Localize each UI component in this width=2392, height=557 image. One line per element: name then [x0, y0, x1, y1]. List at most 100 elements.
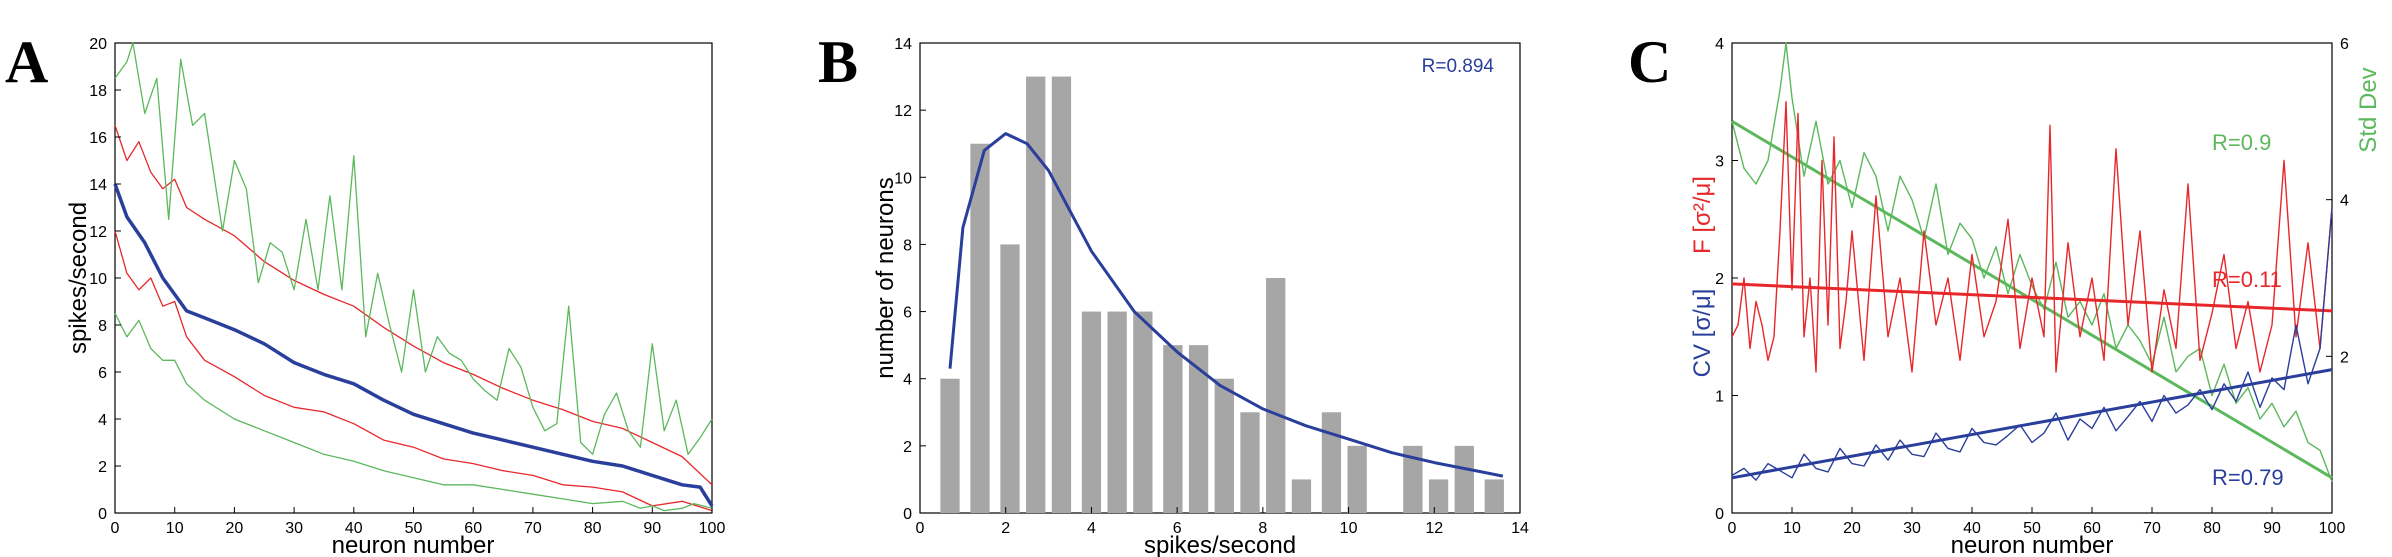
panel-a-series-min-line [114, 313, 713, 512]
panel-a-series-mean-sd-line [114, 125, 713, 486]
panel-a-xtick-label: 100 [699, 520, 726, 537]
panel-a-ytick-label: 18 [89, 83, 107, 100]
panel-a-ylabel: spikes/second [65, 202, 92, 354]
panel-letter-c: C [1628, 29, 1671, 95]
panel-b-xtick-label: 4 [1087, 520, 1096, 537]
panel-a-xtick-label: 60 [464, 520, 482, 537]
panel-a-xtick-label: 40 [345, 520, 363, 537]
panel-c-xtick-label: 100 [2319, 520, 2346, 537]
panel-c-r-std: R=0.9 [2212, 130, 2271, 155]
panel-a-ticks: 0 10 20 30 40 50 60 70 80 90 100 0 2 4 6 8 10 12 14 16 18 20 [89, 36, 725, 537]
panel-b-r-annotation: R=0.894 [1422, 56, 1495, 77]
panel-a-chart: 0 10 20 30 40 50 60 70 80 90 10002468101214161820 … [65, 36, 725, 557]
panel-b-ytick-label: 12 [894, 103, 912, 120]
panel-c-right-ytick-label: 2 [2340, 349, 2349, 366]
panel-c-green-data-line [1731, 42, 2333, 482]
panel-c-xtick-label: 40 [1963, 520, 1981, 537]
panel-c-r-cv: R=0.79 [2212, 465, 2284, 490]
panel-b-xtick-label: 8 [1258, 520, 1267, 537]
panel-b-xtick-label: 14 [1511, 520, 1529, 537]
panel-b-ytick-label: 4 [903, 372, 912, 389]
panel-b-ticks: 0 2 4 6 8 10 12 14 0 2 4 6 8 10 12 14 [894, 36, 1529, 537]
panel-b-xtick-label: 2 [1001, 520, 1010, 537]
panel-b-bar [1240, 412, 1260, 513]
panel-a-ytick-label: 14 [89, 177, 107, 194]
panel-b-bar [940, 378, 960, 513]
panel-c-marks [1731, 42, 2333, 482]
panel-c-ticks: 0 10 20 30 40 50 60 70 80 90 100 0 1 2 3 4 2 4 6 [1715, 36, 2349, 537]
panel-b-bar [1266, 278, 1286, 513]
panel-b-bar [1188, 345, 1209, 513]
panel-c-xtick-label: 50 [2023, 520, 2041, 537]
panel-b-bar [1347, 445, 1367, 513]
panel-b-bar [1214, 378, 1234, 513]
panel-b-ytick-label: 10 [894, 170, 912, 187]
panel-b-fit-curve [948, 132, 1504, 478]
panel-c-ylabel-std: Std Dev [2355, 67, 2382, 152]
panel-b-bar [970, 143, 990, 513]
panel-c-left-ytick-label: 2 [1715, 271, 1724, 288]
panel-a-xtick-label: 80 [584, 520, 602, 537]
panel-a-ytick-label: 16 [89, 130, 107, 147]
panel-a-xtick-label: 30 [285, 520, 303, 537]
panel-c-xtick-label: 0 [1728, 520, 1737, 537]
panel-c-r-f: R=0.11 [2212, 267, 2282, 292]
panel-a-ytick-label: 12 [89, 224, 107, 241]
panel-a-ytick-label: 4 [98, 412, 107, 429]
panel-c-xtick-label: 80 [2203, 520, 2221, 537]
panel-b-ytick-label: 6 [903, 305, 912, 322]
panel-a-series-max-line [114, 42, 713, 455]
panel-b-bar [1484, 479, 1504, 513]
panel-c-left-ytick-label: 4 [1715, 36, 1724, 53]
panel-a-ytick-label: 10 [89, 271, 107, 288]
panel-c-left-ytick-label: 0 [1715, 506, 1724, 523]
panel-a-xtick-label: 20 [226, 520, 244, 537]
panel-c-xtick-label: 30 [1903, 520, 1921, 537]
panel-a-ytick-label: 6 [98, 365, 107, 382]
panel-a-xtick-label: 90 [643, 520, 661, 537]
panel-c-blue-data-line [1731, 207, 2333, 481]
panel-a-ytick-label: 2 [98, 459, 107, 476]
panel-b-bar [1000, 244, 1020, 513]
panel-b-ytick-label: 0 [903, 506, 912, 523]
panel-b-xtick-label: 12 [1425, 520, 1443, 537]
panel-a-xtick-label: 0 [111, 520, 120, 537]
panel-c-red-fit-line [1731, 282, 2333, 313]
panel-c-xtick-label: 10 [1783, 520, 1801, 537]
panel-b-bar [1454, 445, 1474, 513]
panel-a-ytick-label: 20 [89, 36, 107, 53]
panel-c-xtick-label: 90 [2263, 520, 2281, 537]
panel-c-ylabel-cv: CV [σ/μ] [1689, 289, 1716, 378]
panel-c-right-ytick-label: 4 [2340, 193, 2349, 210]
panel-a-xlabel: neuron number [332, 532, 495, 557]
panel-a-xtick-label: 10 [166, 520, 184, 537]
panel-b-ytick-label: 8 [903, 237, 912, 254]
panel-c-left-ytick-label: 3 [1715, 154, 1724, 171]
panel-b-bar [1026, 76, 1046, 514]
panel-c-xtick-label: 60 [2083, 520, 2101, 537]
panel-c-blue-fit-line [1731, 368, 2333, 480]
panel-b-chart: 0 2 4 6 8 10 12 14 0 2 4 6 8 10 12 14 R=0.894 spikes/se… [872, 36, 1529, 557]
panel-b-bar [1291, 479, 1312, 513]
panel-b-marks [940, 76, 1504, 514]
panel-a-xtick-label: 70 [524, 520, 542, 537]
panel-b-bar [1081, 311, 1102, 513]
panel-b-bar [1428, 479, 1449, 513]
panel-b-ytick-label: 14 [894, 36, 912, 53]
panel-c-xlabel: neuron number [1951, 532, 2114, 557]
panel-b-ylabel: number of neurons [872, 177, 899, 378]
panel-a-series-mean-sd-line [114, 230, 713, 512]
panel-a-series-mean-line [113, 183, 714, 507]
panel-c-ylabel-f: F [σ²/μ] [1689, 176, 1716, 254]
panel-a-ytick-label: 8 [98, 318, 107, 335]
panel-b-ytick-label: 2 [903, 439, 912, 456]
panel-b-xlabel: spikes/second [1144, 532, 1296, 557]
panel-b-xtick-label: 0 [916, 520, 925, 537]
panel-letter-b: B [818, 29, 858, 95]
panel-letter-a: A [5, 29, 48, 95]
panel-b-bar [1321, 412, 1342, 513]
panel-a-marks [113, 42, 714, 512]
panel-b-bar [1133, 311, 1153, 513]
panel-b-bar [1051, 76, 1072, 514]
